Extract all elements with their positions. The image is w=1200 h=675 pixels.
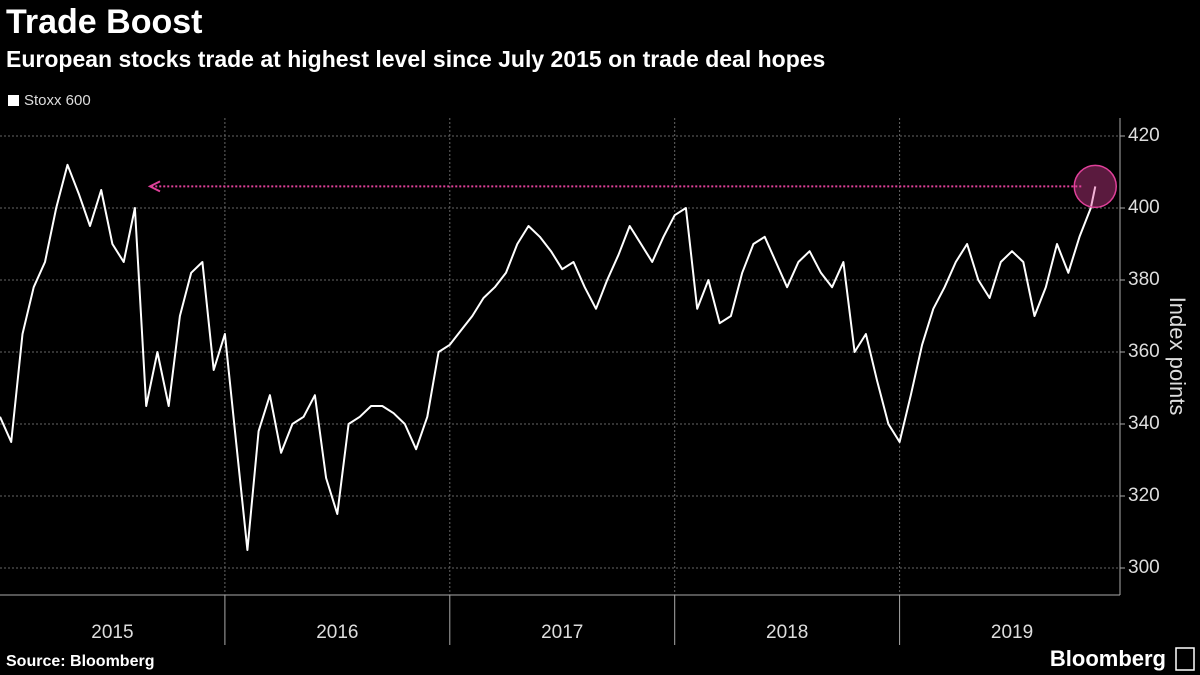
brand-icon xyxy=(1175,647,1195,671)
y-tick-label: 360 xyxy=(1128,341,1160,362)
y-tick-label: 380 xyxy=(1128,269,1160,290)
arrow-head xyxy=(147,180,161,193)
x-tick-label: 2016 xyxy=(316,622,358,643)
x-tick-label: 2015 xyxy=(91,622,133,643)
legend-label: Stoxx 600 xyxy=(24,92,91,109)
source: Source: Bloomberg xyxy=(6,653,154,670)
x-tick-label: 2019 xyxy=(991,622,1033,643)
brand: Bloomberg xyxy=(1050,646,1166,671)
chart-subtitle: European stocks trade at highest level s… xyxy=(6,46,825,72)
y-tick-label: 340 xyxy=(1128,413,1160,434)
y-tick-label: 300 xyxy=(1128,557,1160,578)
y-tick-label: 420 xyxy=(1128,125,1160,146)
y-tick-label: 320 xyxy=(1128,485,1160,506)
x-tick-label: 2018 xyxy=(766,622,808,643)
y-axis-label: Index points xyxy=(1165,297,1190,416)
x-tick-label: 2017 xyxy=(541,622,583,643)
highlight-circle xyxy=(1073,164,1118,209)
series-line xyxy=(0,163,1097,551)
y-tick-label: 400 xyxy=(1128,197,1160,218)
chart-title: Trade Boost xyxy=(6,3,202,41)
legend-swatch xyxy=(8,95,19,106)
